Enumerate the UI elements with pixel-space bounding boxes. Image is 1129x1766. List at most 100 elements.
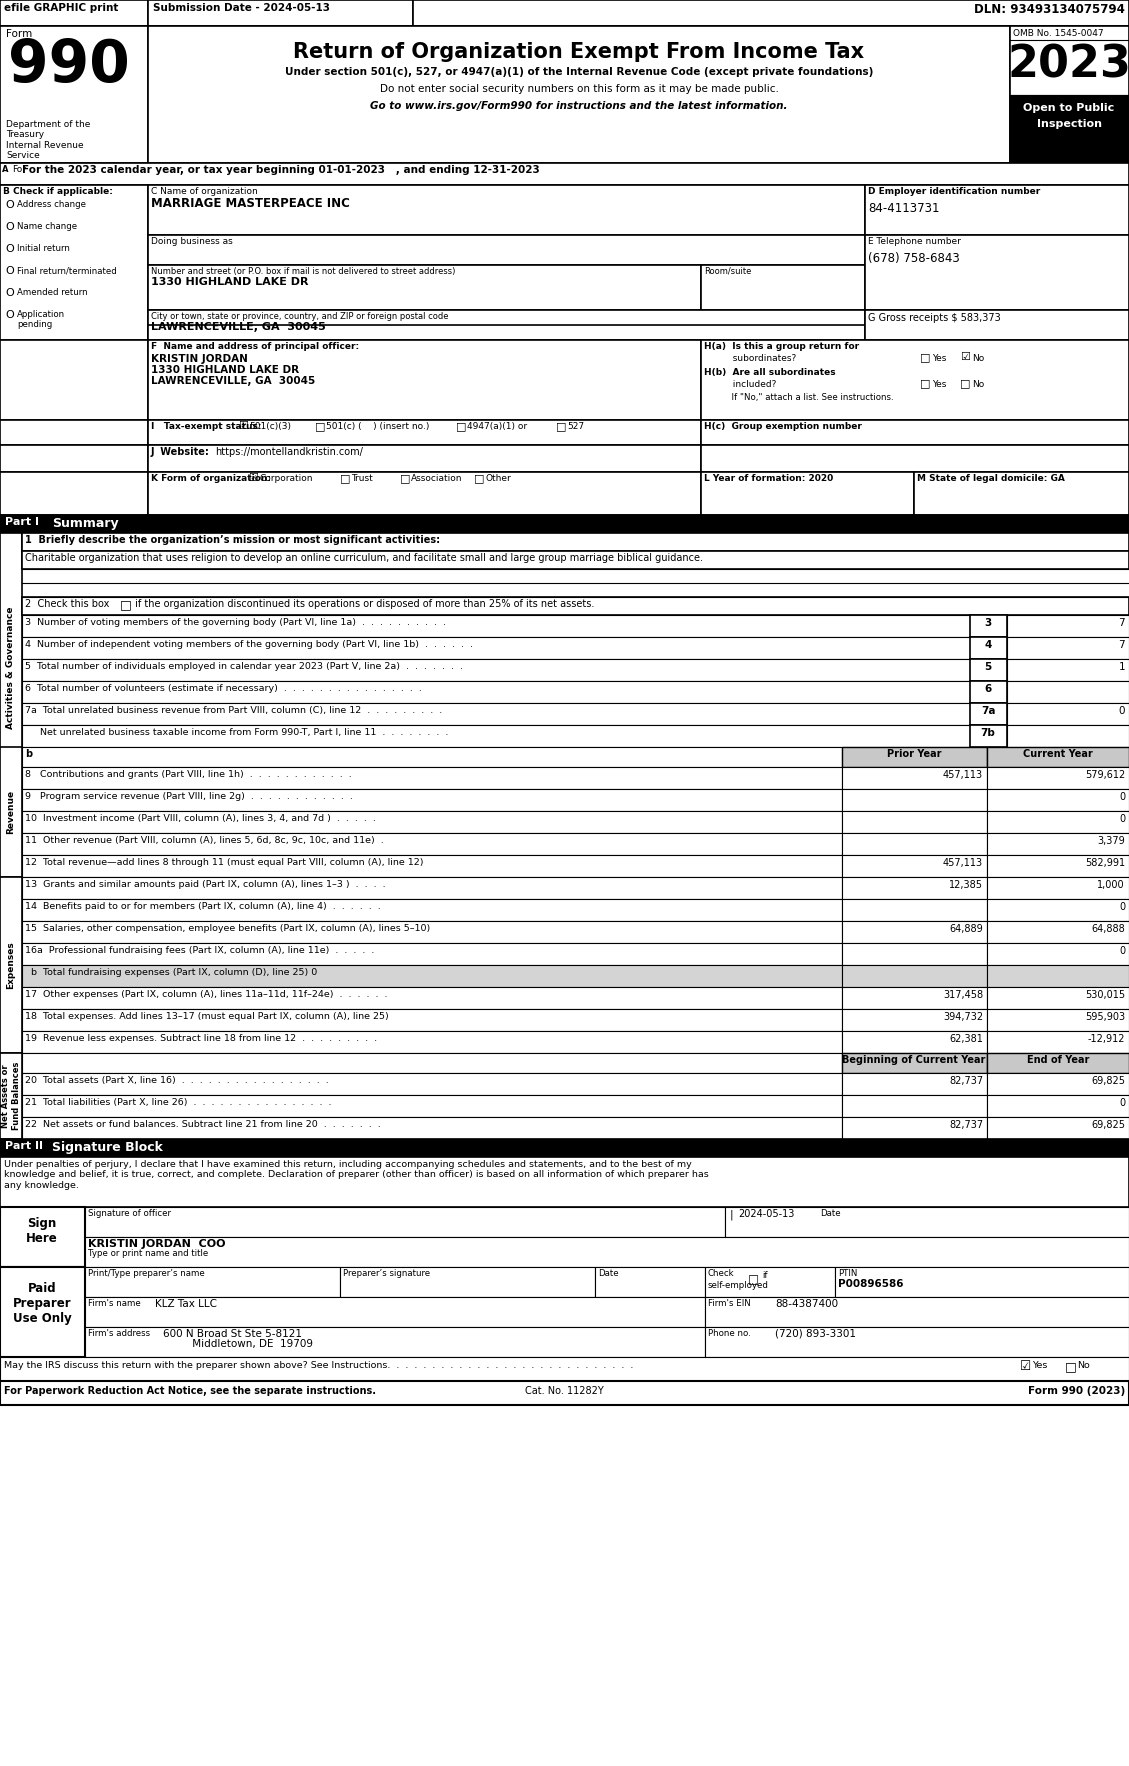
- Text: □: □: [474, 473, 484, 482]
- Text: 64,888: 64,888: [1092, 924, 1124, 934]
- Bar: [970, 703, 1007, 726]
- Bar: [148, 235, 865, 265]
- Text: Form 990 (2023): Form 990 (2023): [1027, 1386, 1124, 1395]
- Bar: [0, 445, 148, 472]
- Text: P00896586: P00896586: [838, 1279, 903, 1289]
- Bar: [0, 1356, 1129, 1381]
- Text: D Employer identification number: D Employer identification number: [868, 187, 1040, 196]
- Text: (678) 758-6843: (678) 758-6843: [868, 253, 960, 265]
- Bar: [987, 899, 1129, 922]
- Text: 11  Other revenue (Part VIII, column (A), lines 5, 6d, 8c, 9c, 10c, and 11e)  .: 11 Other revenue (Part VIII, column (A),…: [25, 835, 384, 844]
- Bar: [0, 185, 148, 341]
- Bar: [21, 638, 970, 659]
- Bar: [1010, 95, 1129, 162]
- Text: □: □: [340, 473, 350, 482]
- Bar: [0, 472, 148, 516]
- Bar: [85, 1266, 340, 1296]
- Bar: [701, 472, 914, 516]
- Text: MARRIAGE MASTERPEACE INC: MARRIAGE MASTERPEACE INC: [151, 198, 350, 210]
- Bar: [842, 834, 987, 855]
- Text: Summary: Summary: [52, 517, 119, 530]
- Bar: [0, 26, 148, 162]
- Bar: [0, 1206, 85, 1266]
- Text: B Check if applicable:: B Check if applicable:: [3, 187, 113, 196]
- Text: For Paperwork Reduction Act Notice, see the separate instructions.: For Paperwork Reduction Act Notice, see …: [5, 1386, 376, 1395]
- Text: H(a)  Is this a group return for: H(a) Is this a group return for: [704, 343, 859, 351]
- Bar: [0, 1266, 85, 1356]
- Text: LAWRENCEVILLE, GA  30045: LAWRENCEVILLE, GA 30045: [151, 376, 315, 387]
- Text: DLN: 93493134075794: DLN: 93493134075794: [974, 4, 1124, 16]
- Text: b  Total fundraising expenses (Part IX, column (D), line 25) 0: b Total fundraising expenses (Part IX, c…: [25, 968, 317, 977]
- Bar: [148, 341, 701, 420]
- Bar: [148, 265, 701, 311]
- Bar: [1007, 726, 1129, 747]
- Bar: [987, 789, 1129, 811]
- Text: KLZ Tax LLC: KLZ Tax LLC: [155, 1300, 217, 1309]
- Bar: [21, 987, 842, 1008]
- Bar: [987, 964, 1129, 987]
- Text: 10  Investment income (Part VIII, column (A), lines 3, 4, and 7d )  .  .  .  .  : 10 Investment income (Part VIII, column …: [25, 814, 376, 823]
- Bar: [842, 1053, 987, 1074]
- Text: 12,385: 12,385: [949, 879, 983, 890]
- Bar: [987, 1118, 1129, 1139]
- Bar: [0, 878, 21, 1053]
- Text: Name change: Name change: [17, 223, 77, 231]
- Bar: [704, 1266, 835, 1296]
- Text: G Gross receipts $ 583,373: G Gross receipts $ 583,373: [868, 313, 1000, 323]
- Bar: [970, 682, 1007, 703]
- Text: Activities & Governance: Activities & Governance: [7, 608, 16, 729]
- Text: □: □: [555, 420, 567, 431]
- Bar: [987, 811, 1129, 834]
- Bar: [842, 987, 987, 1008]
- Text: 5  Total number of individuals employed in calendar year 2023 (Part V, line 2a) : 5 Total number of individuals employed i…: [25, 662, 463, 671]
- Text: Signature Block: Signature Block: [52, 1141, 163, 1153]
- Text: 0: 0: [1119, 1098, 1124, 1107]
- Text: Sign
Here: Sign Here: [26, 1217, 58, 1245]
- Bar: [865, 311, 1129, 341]
- Bar: [21, 551, 1129, 569]
- Bar: [21, 855, 842, 878]
- Bar: [704, 1296, 1129, 1326]
- Text: Check: Check: [708, 1270, 735, 1279]
- Text: Return of Organization Exempt From Income Tax: Return of Organization Exempt From Incom…: [294, 42, 865, 62]
- Text: 7a  Total unrelated business revenue from Part VIII, column (C), line 12  .  .  : 7a Total unrelated business revenue from…: [25, 706, 443, 715]
- Text: 16a  Professional fundraising fees (Part IX, column (A), line 11e)  .  .  .  .  : 16a Professional fundraising fees (Part …: [25, 947, 375, 955]
- Bar: [148, 0, 413, 26]
- Bar: [0, 162, 1129, 185]
- Text: 5: 5: [984, 662, 991, 673]
- Bar: [1007, 682, 1129, 703]
- Text: Part I: Part I: [5, 517, 40, 526]
- Bar: [21, 1118, 842, 1139]
- Text: 3: 3: [984, 618, 991, 629]
- Text: Charitable organization that uses religion to develop an online curriculum, and : Charitable organization that uses religi…: [25, 553, 703, 563]
- Text: Room/suite: Room/suite: [704, 267, 752, 275]
- Bar: [842, 1118, 987, 1139]
- Bar: [0, 0, 148, 26]
- Text: 3,379: 3,379: [1097, 835, 1124, 846]
- Text: Expenses: Expenses: [7, 941, 16, 989]
- Bar: [21, 922, 842, 943]
- Text: City or town, state or province, country, and ZIP or foreign postal code: City or town, state or province, country…: [151, 313, 448, 321]
- Text: 2024-05-13: 2024-05-13: [738, 1210, 795, 1219]
- Bar: [842, 1008, 987, 1031]
- Bar: [21, 659, 970, 682]
- Bar: [987, 1053, 1129, 1074]
- Text: included?: included?: [704, 380, 777, 389]
- Bar: [0, 1381, 1129, 1406]
- Text: 990: 990: [8, 37, 130, 94]
- Text: efile GRAPHIC print: efile GRAPHIC print: [5, 4, 119, 12]
- Text: Amended return: Amended return: [17, 288, 88, 297]
- Text: 4947(a)(1) or: 4947(a)(1) or: [467, 422, 527, 431]
- Text: Part II: Part II: [5, 1141, 43, 1151]
- Bar: [987, 1008, 1129, 1031]
- Bar: [987, 1031, 1129, 1053]
- Text: □: □: [920, 351, 930, 362]
- Bar: [0, 1157, 1129, 1206]
- Bar: [21, 899, 842, 922]
- Text: I   Tax-exempt status:: I Tax-exempt status:: [151, 422, 262, 431]
- Bar: [413, 0, 1129, 26]
- Text: 17  Other expenses (Part IX, column (A), lines 11a–11d, 11f–24e)  .  .  .  .  . : 17 Other expenses (Part IX, column (A), …: [25, 991, 387, 1000]
- Text: 501(c)(3): 501(c)(3): [250, 422, 291, 431]
- Text: Association: Association: [411, 473, 463, 482]
- Text: 3  Number of voting members of the governing body (Part VI, line 1a)  .  .  .  .: 3 Number of voting members of the govern…: [25, 618, 446, 627]
